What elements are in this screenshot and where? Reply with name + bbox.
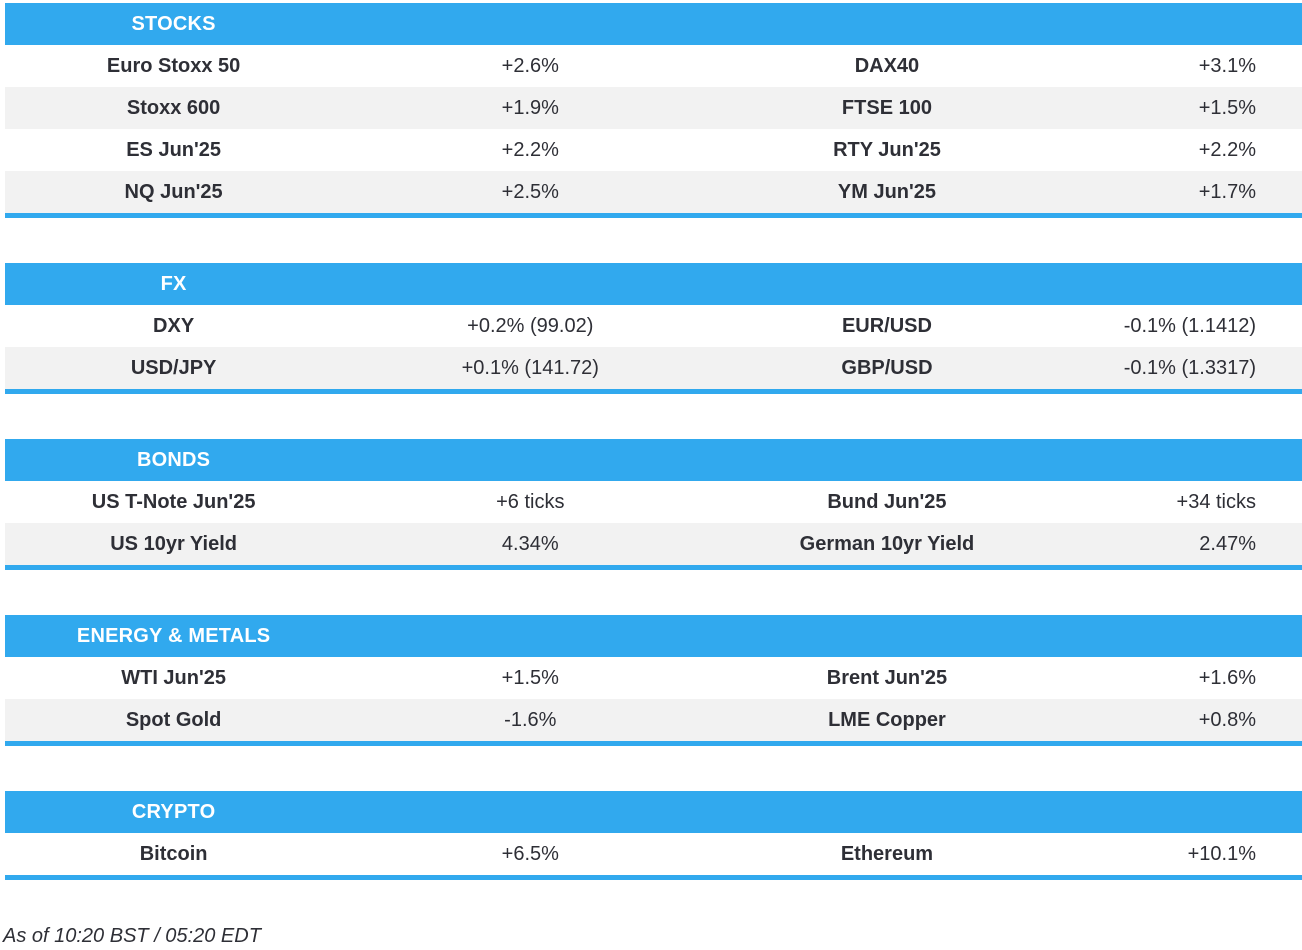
table-row: Spot Gold -1.6% LME Copper +0.8% bbox=[5, 699, 1302, 741]
section-crypto: CRYPTO Bitcoin +6.5% Ethereum +10.1% bbox=[5, 791, 1302, 880]
instrument-label: Brent Jun'25 bbox=[826, 666, 948, 689]
section-rows: Euro Stoxx 50 +2.6% DAX40 +3.1% Stoxx 60… bbox=[5, 45, 1302, 213]
instrument-label: FTSE 100 bbox=[841, 96, 932, 119]
section-header: FX bbox=[5, 263, 1302, 305]
instrument-change: +34 ticks bbox=[1176, 490, 1256, 513]
instrument-change: +1.9% bbox=[501, 96, 559, 119]
instrument-label: Stoxx 600 bbox=[126, 96, 221, 119]
section-fx: FX DXY +0.2% (99.02) EUR/USD -0.1% (1.14… bbox=[5, 263, 1302, 394]
instrument-label: German 10yr Yield bbox=[799, 532, 975, 555]
instrument-change: +3.1% bbox=[1198, 54, 1256, 77]
instrument-change: +1.6% bbox=[1198, 666, 1256, 689]
instrument-change: +1.5% bbox=[1198, 96, 1256, 119]
section-title: STOCKS bbox=[131, 12, 216, 35]
instrument-change: +2.5% bbox=[501, 180, 559, 203]
section-title: BONDS bbox=[136, 448, 211, 471]
section-header: BONDS bbox=[5, 439, 1302, 481]
table-row: Euro Stoxx 50 +2.6% DAX40 +3.1% bbox=[5, 45, 1302, 87]
section-header: ENERGY & METALS bbox=[5, 615, 1302, 657]
instrument-change: +2.6% bbox=[501, 54, 559, 77]
instrument-change: 2.47% bbox=[1199, 532, 1256, 555]
table-row: Bitcoin +6.5% Ethereum +10.1% bbox=[5, 833, 1302, 875]
section-header: STOCKS bbox=[5, 3, 1302, 45]
instrument-change: +6 ticks bbox=[496, 490, 565, 513]
instrument-change: +2.2% bbox=[1198, 138, 1256, 161]
instrument-label: US T-Note Jun'25 bbox=[91, 490, 256, 513]
instrument-label: US 10yr Yield bbox=[110, 532, 237, 555]
instrument-change: -0.1% (1.1412) bbox=[1123, 314, 1256, 337]
table-row: DXY +0.2% (99.02) EUR/USD -0.1% (1.1412) bbox=[5, 305, 1302, 347]
instrument-change: +0.2% (99.02) bbox=[467, 314, 594, 337]
market-wrap: STOCKS Euro Stoxx 50 +2.6% DAX40 +3.1% S… bbox=[5, 3, 1302, 880]
instrument-change: +0.8% bbox=[1198, 708, 1256, 731]
instrument-label: WTI Jun'25 bbox=[121, 666, 226, 689]
instrument-label: NQ Jun'25 bbox=[124, 180, 223, 203]
table-row: NQ Jun'25 +2.5% YM Jun'25 +1.7% bbox=[5, 171, 1302, 213]
section-rows: Bitcoin +6.5% Ethereum +10.1% bbox=[5, 833, 1302, 875]
instrument-label: GBP/USD bbox=[841, 356, 933, 379]
section-energy-metals: ENERGY & METALS WTI Jun'25 +1.5% Brent J… bbox=[5, 615, 1302, 746]
section-stocks: STOCKS Euro Stoxx 50 +2.6% DAX40 +3.1% S… bbox=[5, 3, 1302, 218]
instrument-label: Bund Jun'25 bbox=[827, 490, 947, 513]
instrument-change: +1.5% bbox=[501, 666, 559, 689]
instrument-change: +10.1% bbox=[1187, 842, 1256, 865]
table-row: WTI Jun'25 +1.5% Brent Jun'25 +1.6% bbox=[5, 657, 1302, 699]
instrument-label: Spot Gold bbox=[125, 708, 222, 731]
instrument-label: DAX40 bbox=[854, 54, 920, 77]
section-title: FX bbox=[160, 272, 187, 295]
instrument-label: YM Jun'25 bbox=[837, 180, 937, 203]
section-title: ENERGY & METALS bbox=[76, 624, 271, 647]
instrument-label: RTY Jun'25 bbox=[833, 138, 941, 161]
table-row: US 10yr Yield 4.34% German 10yr Yield 2.… bbox=[5, 523, 1302, 565]
as-of-timestamp: As of 10:20 BST / 05:20 EDT bbox=[3, 925, 261, 947]
table-row: Stoxx 600 +1.9% FTSE 100 +1.5% bbox=[5, 87, 1302, 129]
section-bonds: BONDS US T-Note Jun'25 +6 ticks Bund Jun… bbox=[5, 439, 1302, 570]
instrument-change: +2.2% bbox=[501, 138, 559, 161]
instrument-change: -0.1% (1.3317) bbox=[1123, 356, 1256, 379]
table-row: ES Jun'25 +2.2% RTY Jun'25 +2.2% bbox=[5, 129, 1302, 171]
instrument-label: Ethereum bbox=[840, 842, 934, 865]
section-rows: DXY +0.2% (99.02) EUR/USD -0.1% (1.1412)… bbox=[5, 305, 1302, 389]
instrument-change: 4.34% bbox=[501, 532, 559, 555]
instrument-change: +1.7% bbox=[1198, 180, 1256, 203]
instrument-change: -1.6% bbox=[504, 708, 557, 731]
instrument-label: USD/JPY bbox=[130, 356, 217, 379]
instrument-label: LME Copper bbox=[828, 708, 946, 731]
section-rows: WTI Jun'25 +1.5% Brent Jun'25 +1.6% Spot… bbox=[5, 657, 1302, 741]
section-header: CRYPTO bbox=[5, 791, 1302, 833]
instrument-label: EUR/USD bbox=[841, 314, 932, 337]
instrument-label: DXY bbox=[153, 314, 195, 337]
instrument-label: ES Jun'25 bbox=[126, 138, 221, 161]
instrument-label: Euro Stoxx 50 bbox=[106, 54, 241, 77]
section-rows: US T-Note Jun'25 +6 ticks Bund Jun'25 +3… bbox=[5, 481, 1302, 565]
table-row: USD/JPY +0.1% (141.72) GBP/USD -0.1% (1.… bbox=[5, 347, 1302, 389]
table-row: US T-Note Jun'25 +6 ticks Bund Jun'25 +3… bbox=[5, 481, 1302, 523]
instrument-change: +6.5% bbox=[501, 842, 559, 865]
section-title: CRYPTO bbox=[131, 800, 216, 823]
instrument-label: Bitcoin bbox=[139, 842, 208, 865]
instrument-change: +0.1% (141.72) bbox=[461, 356, 599, 379]
